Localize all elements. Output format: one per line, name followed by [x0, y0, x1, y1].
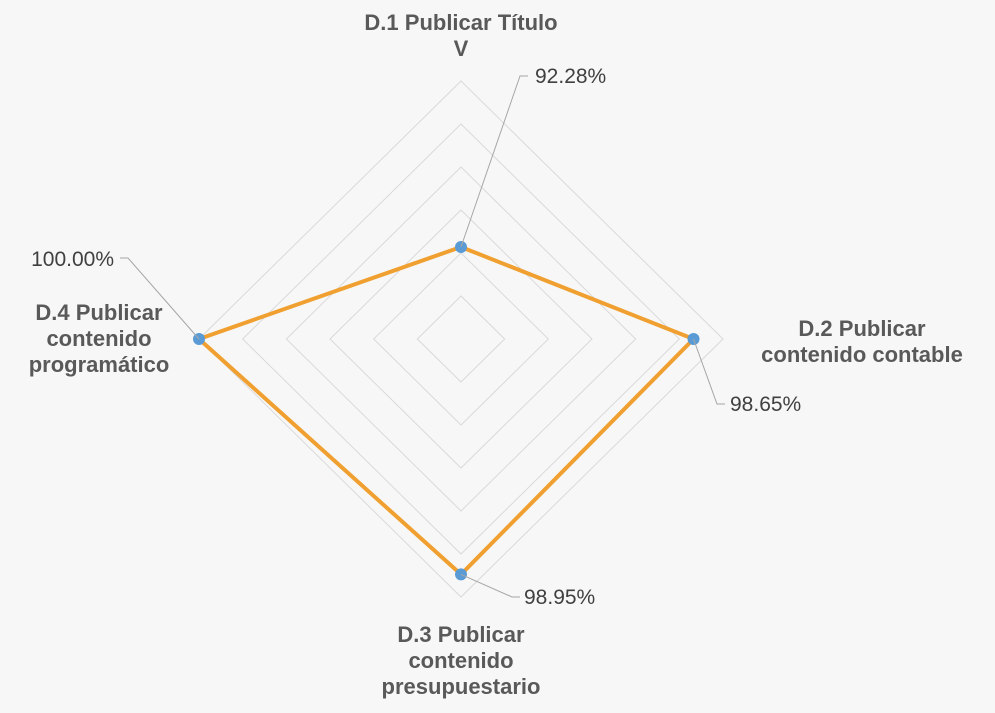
- grid-ring: [416, 295, 506, 383]
- grid-ring: [372, 252, 550, 426]
- axis-category-label: D.3 Publicar contenido presupuestario: [382, 622, 541, 699]
- data-label-leader: [120, 257, 200, 340]
- axis-category-label-line: programático: [29, 352, 170, 377]
- data-label: 92.28%: [535, 65, 606, 88]
- axis-category-label: D.4 Publicar contenido programático: [29, 300, 170, 377]
- data-label-leaders: [120, 75, 725, 598]
- data-label-leader: [460, 75, 528, 248]
- axis-category-label-line: contenido contable: [761, 342, 963, 367]
- axis-category-label-line: contenido: [46, 326, 151, 351]
- data-label: 100.00%: [31, 248, 114, 271]
- data-label-leader: [460, 573, 520, 598]
- grid-ring: [198, 80, 724, 598]
- radar-labels: 92.28% 98.65% 98.95% 100.00% D.1 Publicar Tí…: [29, 10, 963, 699]
- axis-category-label-line: contenido: [408, 648, 513, 673]
- data-label-leader: [693, 338, 725, 405]
- grid-ring: [329, 209, 593, 469]
- radar-grid: [198, 80, 724, 598]
- data-label: 98.95%: [524, 586, 595, 609]
- axis-category-label-line: D.2 Publicar: [798, 316, 926, 341]
- axis-category-label-line: presupuestario: [382, 674, 541, 699]
- axis-category-label-line: V: [454, 36, 469, 61]
- grid-ring: [285, 166, 637, 512]
- axis-category-label-line: D.4 Publicar: [35, 300, 163, 325]
- axis-category-label: D.1 Publicar Título V: [364, 10, 557, 61]
- grid-ring: [241, 123, 681, 555]
- data-label: 98.65%: [730, 393, 801, 416]
- axis-category-label-line: D.3 Publicar: [397, 622, 525, 647]
- axis-category-label: D.2 Publicar contenido contable: [761, 316, 963, 367]
- axis-category-label-line: D.1 Publicar Título: [364, 10, 557, 35]
